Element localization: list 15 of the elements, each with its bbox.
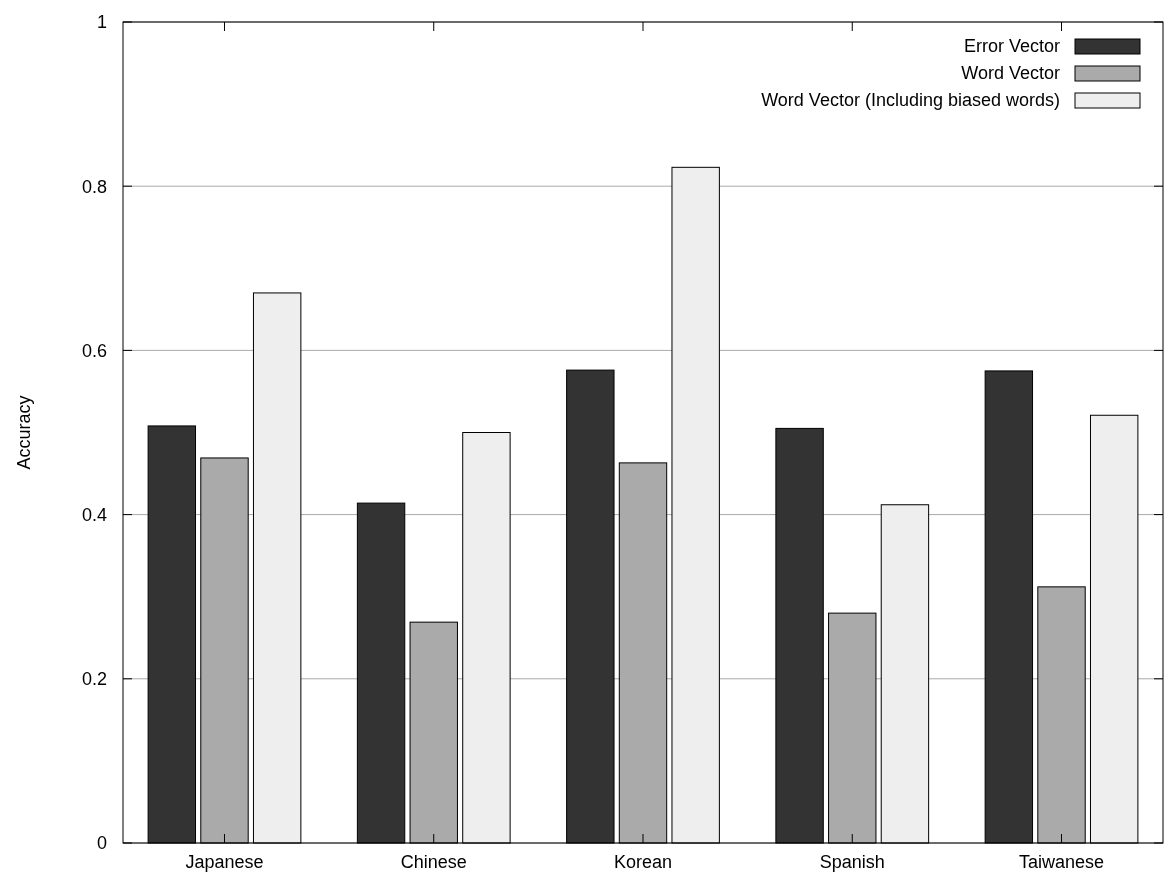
y-tick-label: 0 bbox=[96, 833, 107, 854]
x-tick-label: Chinese bbox=[400, 852, 467, 872]
x-tick-label: Japanese bbox=[185, 852, 264, 872]
y-tick-label: 0.2 bbox=[81, 669, 107, 690]
y-tick-label: 0.6 bbox=[81, 340, 107, 361]
x-tick-label: Spanish bbox=[819, 852, 885, 872]
x-tick-label: Korean bbox=[613, 852, 673, 872]
legend-label: Word Vector bbox=[961, 63, 1060, 84]
y-axis-title: Accuracy bbox=[14, 395, 34, 470]
x-tick-label: Taiwanese bbox=[1018, 852, 1105, 872]
y-tick-label: 0.8 bbox=[81, 176, 107, 197]
y-tick-label: 0.4 bbox=[81, 504, 107, 525]
legend-label: Word Vector (Including biased words) bbox=[761, 90, 1060, 111]
legend-label: Error Vector bbox=[963, 36, 1060, 57]
y-tick-label: 1 bbox=[96, 12, 107, 33]
